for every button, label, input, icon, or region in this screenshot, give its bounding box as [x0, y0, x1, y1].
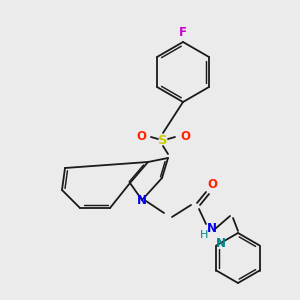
- Text: O: O: [180, 130, 190, 143]
- Text: N: N: [137, 194, 147, 206]
- Text: O: O: [136, 130, 146, 143]
- Text: O: O: [207, 178, 217, 191]
- Text: N: N: [207, 221, 217, 235]
- Text: H: H: [200, 230, 208, 240]
- Text: S: S: [158, 134, 168, 146]
- Text: N: N: [216, 237, 226, 250]
- Text: F: F: [179, 26, 187, 40]
